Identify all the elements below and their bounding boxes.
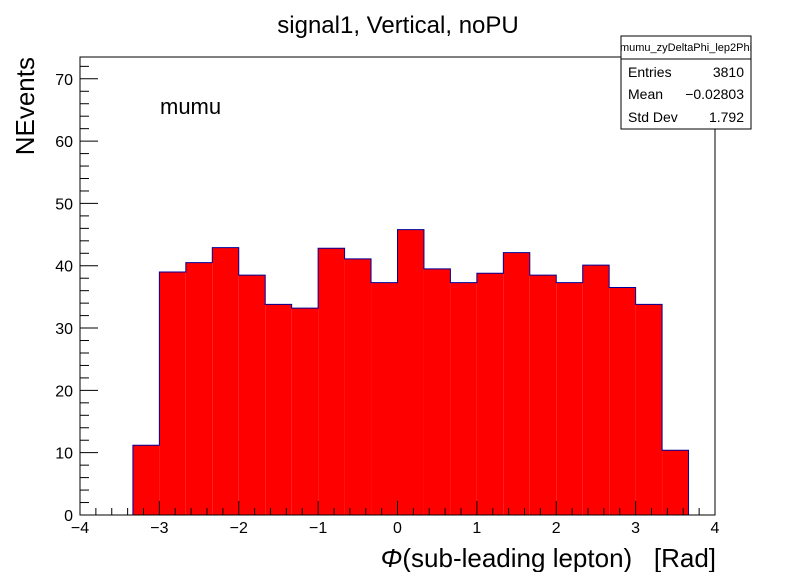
stats-box: mumu_zyDeltaPhi_lep2Phi Entries 3810 Mea… bbox=[620, 35, 752, 130]
histogram-bar bbox=[238, 275, 266, 515]
x-tick-label: −1 bbox=[309, 520, 327, 537]
axis-ticks bbox=[79, 65, 716, 516]
y-tick-label: 20 bbox=[55, 383, 73, 400]
histogram-bar bbox=[291, 308, 319, 515]
stats-entries-label: Entries bbox=[628, 64, 672, 80]
y-tick-labels: 0 10 20 30 40 50 60 70 bbox=[55, 72, 73, 525]
histogram-bar bbox=[318, 248, 345, 516]
histogram-bars bbox=[132, 229, 690, 516]
x-tick-label: 1 bbox=[472, 520, 481, 537]
y-tick-label: 0 bbox=[64, 508, 73, 525]
y-tick-label: 10 bbox=[55, 446, 73, 463]
histogram-bar bbox=[662, 450, 689, 515]
histogram-bar bbox=[371, 282, 398, 515]
stats-stddev-value: 1.792 bbox=[709, 109, 744, 125]
annotation-text: mumu bbox=[160, 94, 221, 119]
stats-stddev-label: Std Dev bbox=[628, 109, 678, 125]
y-tick-label: 40 bbox=[55, 259, 73, 276]
histogram-bar bbox=[185, 262, 213, 515]
histogram-bar bbox=[132, 445, 160, 515]
x-tick-label: 2 bbox=[552, 520, 561, 537]
y-axis-label: NEvents bbox=[10, 57, 40, 155]
x-axis-label-text: (sub-leading lepton) [Rad] bbox=[402, 543, 716, 572]
histogram-bar bbox=[556, 282, 583, 515]
y-tick-label: 50 bbox=[55, 196, 73, 213]
x-axis-label: Φ(sub-leading lepton) [Rad] bbox=[381, 543, 716, 572]
histogram-bar bbox=[344, 258, 372, 515]
histogram-bar bbox=[635, 304, 663, 515]
y-tick-label: 30 bbox=[55, 321, 73, 338]
histogram-bar bbox=[450, 282, 477, 515]
x-tick-label: −3 bbox=[150, 520, 168, 537]
histogram-bar bbox=[265, 304, 292, 515]
y-tick-label: 60 bbox=[55, 134, 73, 151]
histogram-bar bbox=[423, 268, 451, 515]
x-tick-label: 3 bbox=[631, 520, 640, 537]
histogram-bar bbox=[476, 273, 504, 515]
histogram-bar bbox=[397, 229, 424, 515]
histogram-bar bbox=[159, 271, 186, 515]
stats-mean-value: −0.02803 bbox=[685, 86, 744, 102]
x-tick-labels: −4 −3 −2 −1 0 1 2 3 4 bbox=[71, 520, 720, 537]
histogram-outline bbox=[132, 229, 690, 515]
histogram-bar bbox=[582, 265, 610, 515]
x-tick-label: 0 bbox=[393, 520, 402, 537]
x-axis-label-symbol: Φ bbox=[381, 543, 403, 572]
stats-box-title: mumu_zyDeltaPhi_lep2Phi bbox=[620, 42, 752, 54]
x-tick-label: −4 bbox=[71, 520, 89, 537]
histogram-bar bbox=[529, 275, 557, 515]
stats-mean-label: Mean bbox=[628, 86, 663, 102]
stats-entries-value: 3810 bbox=[713, 64, 744, 80]
x-tick-label: −2 bbox=[230, 520, 248, 537]
y-tick-label: 70 bbox=[55, 72, 73, 89]
x-tick-label: 4 bbox=[711, 520, 720, 537]
histogram-bar bbox=[503, 252, 530, 515]
histogram-bar bbox=[212, 247, 239, 515]
histogram-bar bbox=[609, 287, 636, 515]
chart-title: signal1, Vertical, noPU bbox=[277, 12, 518, 39]
